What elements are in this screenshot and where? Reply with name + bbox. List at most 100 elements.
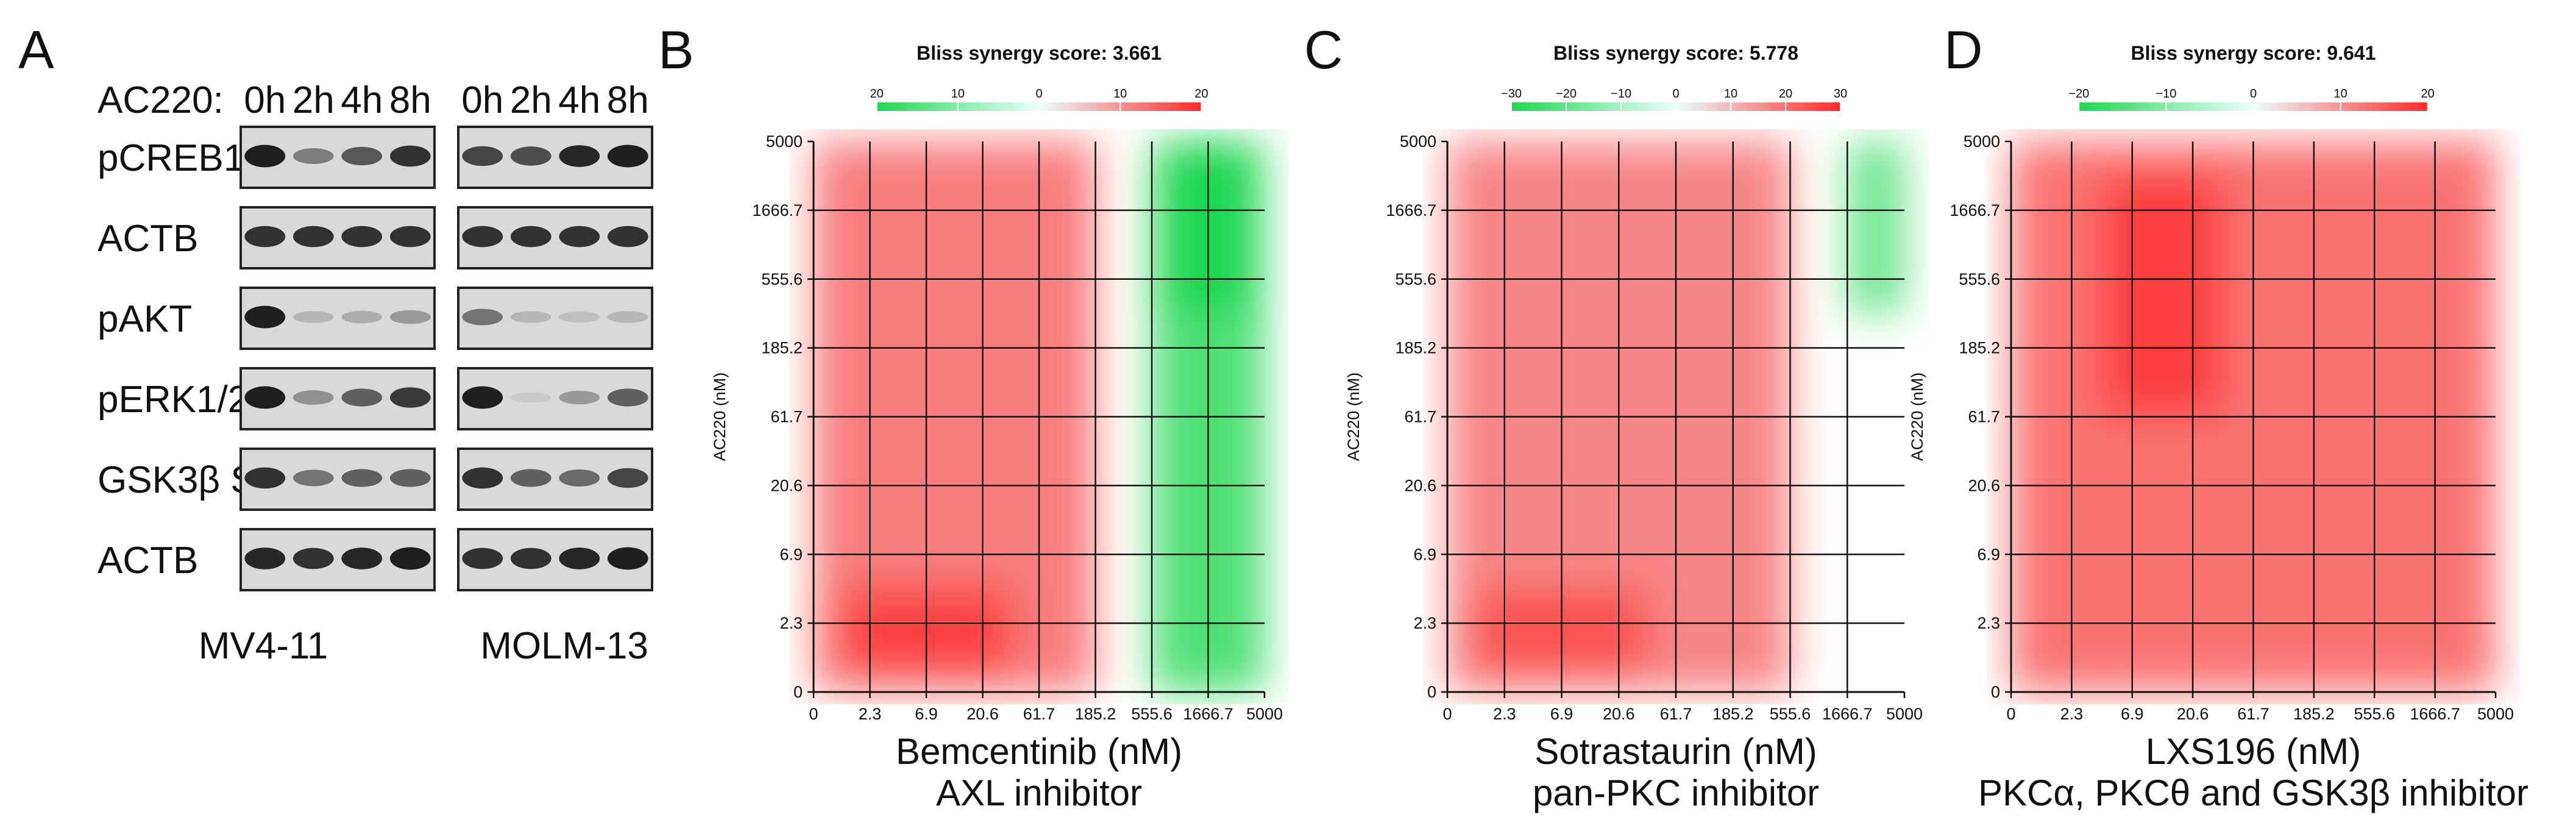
blot-band (462, 226, 503, 248)
treatment-label: AC220: (98, 79, 224, 121)
x-axis-label: Bemcentinib (nM) (896, 731, 1182, 772)
colorbar-tick-label: −20 (2068, 87, 2089, 101)
x-tick-label: 1666.7 (1183, 705, 1233, 723)
y-tick-label: 20.6 (1968, 476, 2000, 494)
x-tick-label: 6.9 (2121, 705, 2144, 723)
x-tick-label: 20.6 (2177, 705, 2209, 723)
colorbar-tick-label: −30 (1501, 87, 1522, 101)
blot-band (510, 311, 552, 323)
x-tick-label: 0 (2006, 705, 2015, 723)
x-tick-label: 0 (809, 705, 818, 723)
blot-band (389, 547, 431, 570)
blot-band (559, 311, 600, 323)
y-tick-label: 0 (793, 683, 803, 701)
y-tick-label: 20.6 (1404, 476, 1436, 494)
blot-band (293, 226, 334, 248)
x-tick-label: 1666.7 (2410, 705, 2460, 723)
x-axis-label: LXS196 (nM) (2146, 731, 2361, 772)
blot-strip (240, 287, 436, 350)
protein-name: pERK1/2 (98, 379, 249, 421)
heatmap-panel-b: 0 2.3 6.9 20.6 61.7 185.2 555.6 1666.7 5000 0 2.3 6… (711, 42, 1283, 813)
blot-band (293, 390, 334, 405)
colorbar-tick-label: 0 (1672, 87, 1679, 101)
timepoint-label: 4h (341, 79, 383, 121)
blot-band (559, 145, 600, 167)
heatmap-panel-c: 0 2.3 6.9 20.6 61.7 185.2 555.6 1666.7 5000 0 2.3 6… (1344, 42, 1923, 813)
blot-band (607, 311, 648, 323)
colorbar-tick-label: 0 (1035, 87, 1042, 101)
y-tick-label: 20.6 (770, 476, 803, 494)
colorbar-tick-label: 20 (2421, 87, 2435, 101)
blot-band (510, 469, 552, 487)
colorbar-tick-label: 0 (2250, 87, 2257, 101)
blot-band (341, 547, 383, 569)
x-tick-label: 61.7 (1023, 705, 1056, 723)
timepoint-label: 0h (244, 79, 286, 121)
blot-band (462, 309, 503, 326)
timepoint-label: 8h (607, 79, 649, 121)
protein-label: pERK1/2 (98, 379, 249, 421)
x-tick-label: 185.2 (1075, 705, 1116, 723)
blot-band (244, 547, 286, 569)
panel-letter-d: D (1944, 20, 1983, 80)
blot-band (607, 226, 648, 248)
timepoint-label: 0h (461, 79, 503, 121)
blot-band (462, 547, 503, 569)
y-tick-label: 0 (1991, 683, 2000, 701)
y-tick-label: 185.2 (1959, 339, 2000, 357)
blot-band (341, 469, 383, 487)
x-tick-label: 61.7 (1660, 705, 1692, 723)
heatmap-panel-d: 0 2.3 6.9 20.6 61.7 185.2 555.6 1666.7 5000 0 2.3 6… (1908, 42, 2528, 813)
protein-label: ACTB (98, 218, 198, 260)
y-tick-label: 185.2 (1395, 339, 1436, 357)
blot-band (559, 390, 600, 405)
protein-name: ACTB (98, 218, 198, 260)
x-tick-label: 61.7 (2237, 705, 2269, 723)
x-tick-label: 5000 (2477, 705, 2514, 723)
blot-band (244, 305, 286, 329)
blot-strip (457, 206, 653, 269)
timepoint-label: 8h (389, 79, 431, 121)
x-tick-label: 0 (1442, 705, 1452, 723)
protein-label: pCREB1 (98, 137, 244, 179)
blot-strip (457, 448, 653, 511)
x-tick-label: 2.3 (2060, 705, 2084, 723)
blot-band (462, 467, 503, 489)
blot-band (244, 467, 286, 489)
blot-strip (240, 528, 436, 591)
protein-label: ACTB (98, 540, 198, 582)
blot-band (293, 469, 334, 487)
colorbar-tick-label: 10 (1113, 87, 1127, 101)
protein-name: ACTB (98, 540, 198, 582)
x-tick-label: 185.2 (2293, 705, 2335, 723)
x-tick-label: 2.3 (1493, 705, 1516, 723)
blot-band (293, 148, 334, 164)
x-axis-sublabel: AXL inhibitor (936, 772, 1142, 813)
y-tick-label: 61.7 (1968, 408, 2000, 426)
colorbar-tick-label: 10 (1724, 87, 1737, 101)
blot-band (341, 388, 383, 407)
x-tick-label: 2.3 (859, 705, 882, 723)
y-axis-label: AC220 (nM) (1908, 373, 1926, 462)
y-tick-label: 1666.7 (1950, 201, 2000, 219)
y-tick-label: 2.3 (1413, 614, 1436, 632)
blot-strip (457, 528, 653, 591)
y-tick-label: 555.6 (1959, 270, 2000, 288)
x-axis-label: Sotrastaurin (nM) (1535, 731, 1817, 772)
colorbar-tick-label: 10 (951, 87, 965, 101)
x-axis-sublabel: PKCα, PKCθ and GSK3β inhibitor (1978, 772, 2528, 813)
blot-strip (457, 367, 653, 430)
colorbar-tick-label: 20 (1194, 87, 1208, 101)
x-tick-label: 185.2 (1712, 705, 1754, 723)
blot-strip (240, 206, 436, 269)
protein-name: GSK3β S (98, 459, 256, 501)
blot-band (244, 144, 286, 168)
blot-band (462, 386, 503, 409)
y-tick-label: 61.7 (770, 408, 803, 426)
colorbar-tick-label: 30 (1834, 87, 1847, 101)
blot-strip (457, 287, 653, 350)
blot-band (607, 547, 648, 570)
blot-band (341, 226, 383, 248)
panel-letter-b: B (658, 20, 694, 80)
